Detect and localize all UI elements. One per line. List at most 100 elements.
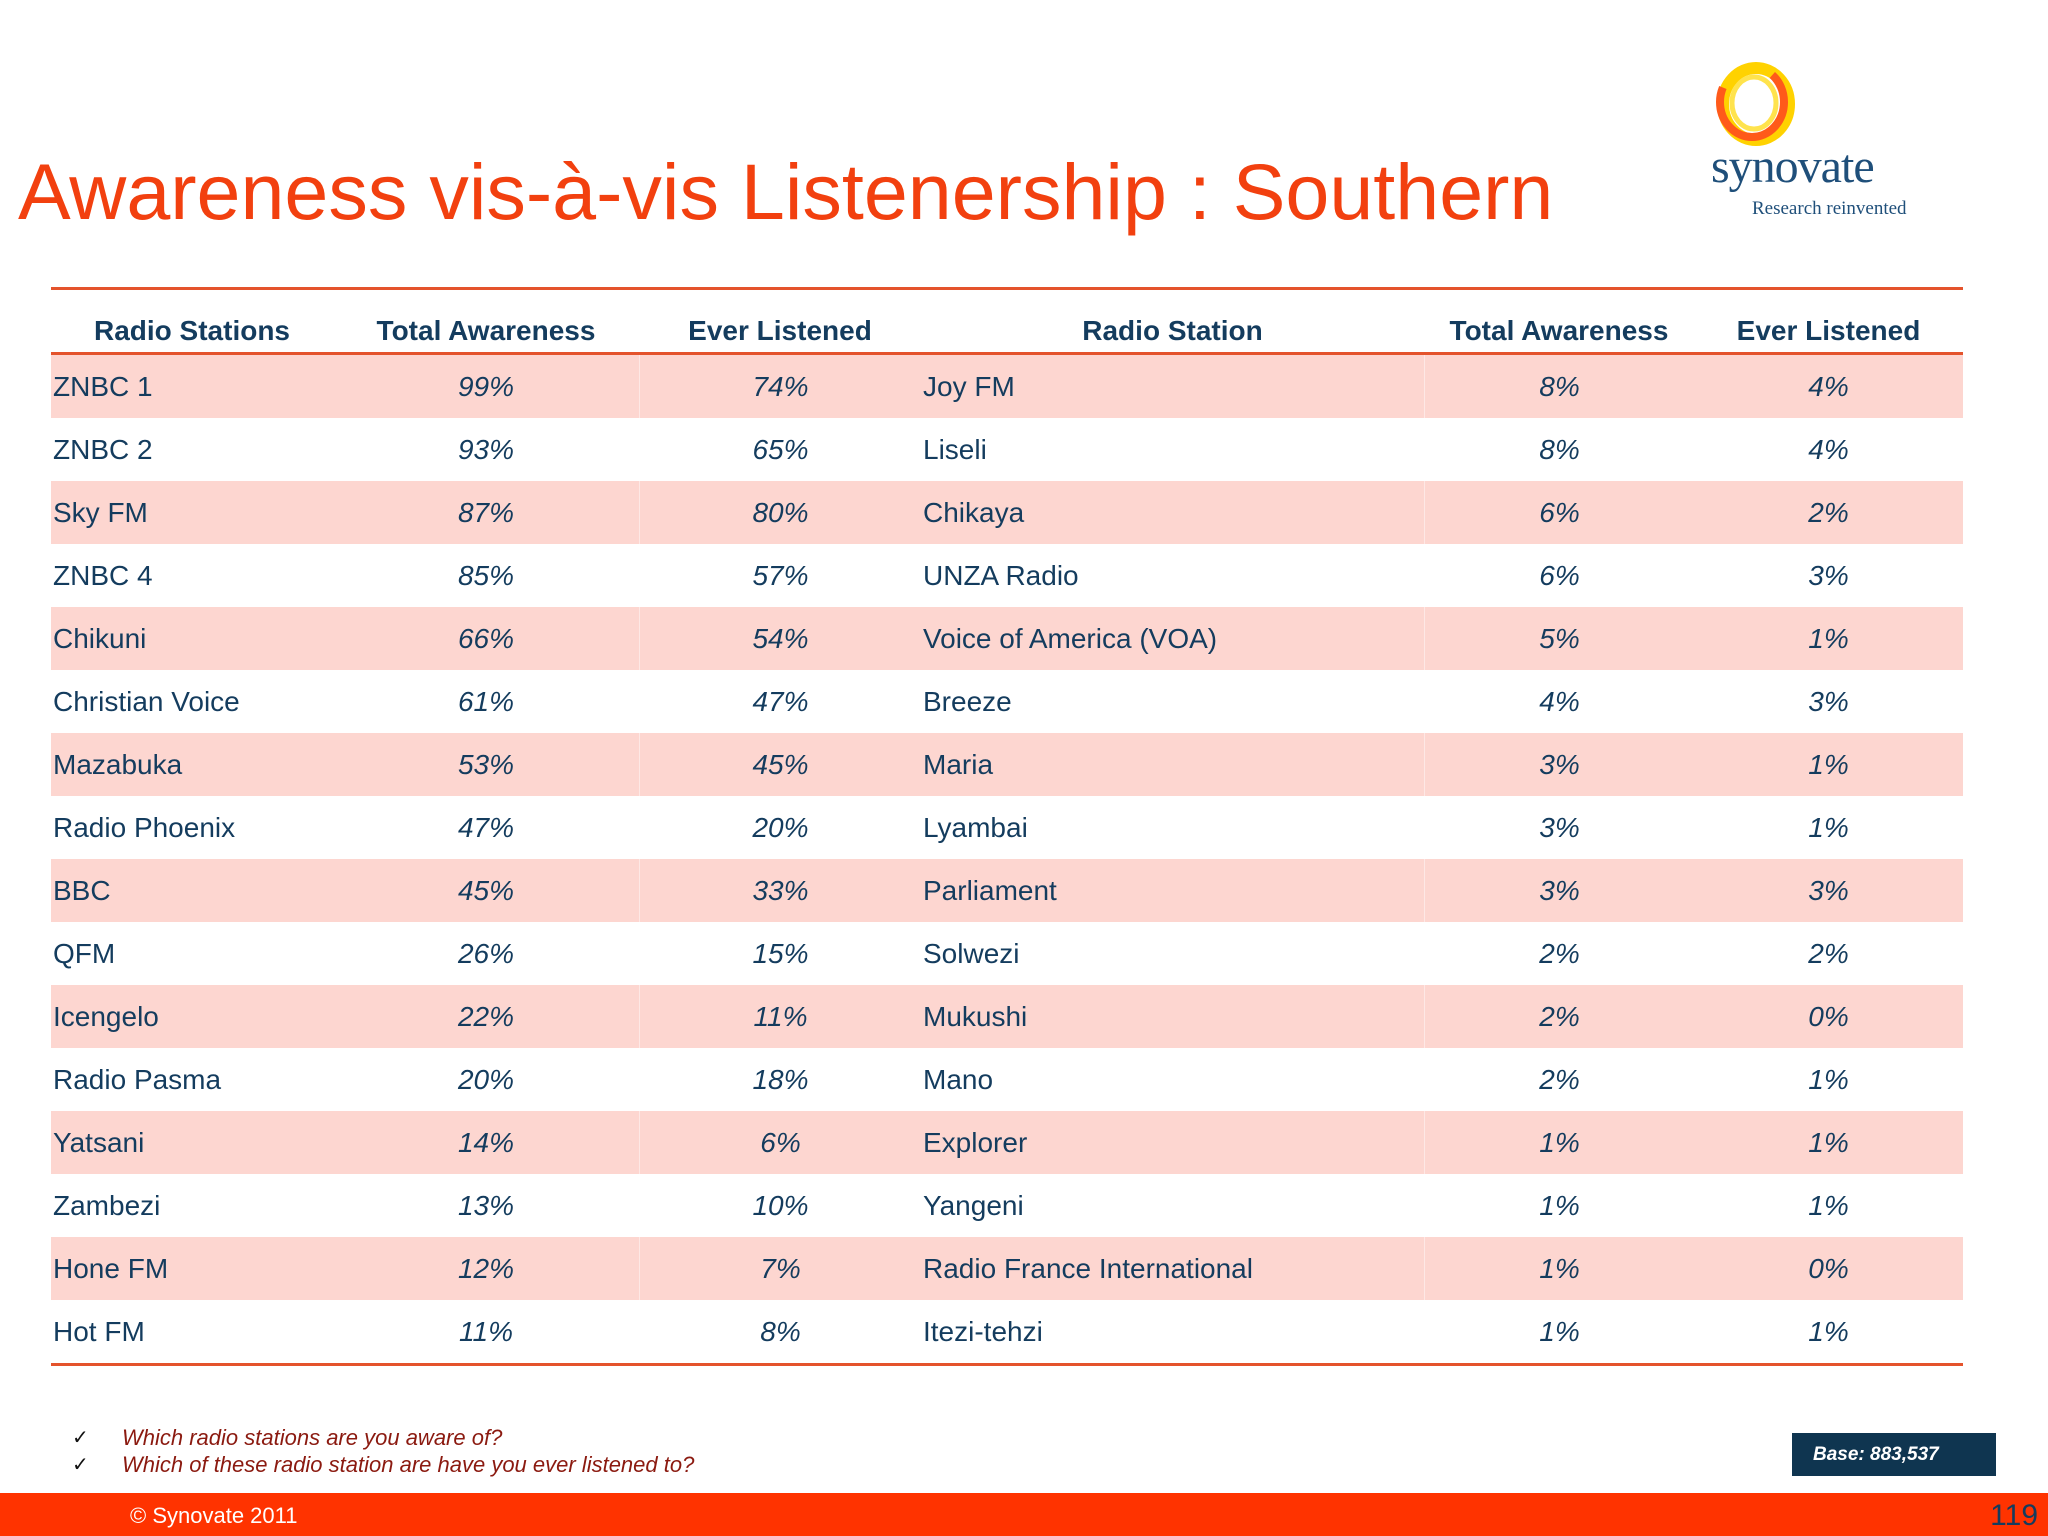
station-name: BBC (53, 874, 111, 906)
station-name: Zambezi (53, 1189, 161, 1221)
note-item: ✓ Which of these radio station are have … (72, 1451, 694, 1478)
logo-ring-icon (1716, 62, 1795, 146)
total-awareness-value: 93% (457, 433, 515, 465)
total-awareness-value-2: 1% (1424, 1111, 1694, 1174)
ever-listened-value: 18% (639, 1048, 921, 1111)
table-row: Christian Voice 61% 47% Breeze 4% 3% (51, 670, 1963, 733)
table-row: Yatsani 14% 6% Explorer 1% 1% (51, 1111, 1963, 1174)
header-radio-station: Radio Station (1082, 315, 1263, 346)
ever-listened-value: 45% (639, 733, 921, 796)
table-row: Mazabuka 53% 45% Maria 3% 1% (51, 733, 1963, 796)
total-awareness-value: 45% (457, 874, 515, 906)
total-awareness-value: 66% (457, 622, 515, 654)
total-awareness-value-2: 8% (1424, 355, 1694, 418)
ever-listened-value-2: 4% (1808, 370, 1849, 402)
footer-bar: © Synovate 2011 119 (0, 1493, 2048, 1536)
ever-listened-value: 15% (639, 922, 921, 985)
station-name-2: Joy FM (923, 370, 1015, 402)
ever-listened-value-2: 3% (1808, 559, 1849, 591)
synovate-logo: synovate Research reinvented (1700, 58, 1940, 228)
station-name-2: Breeze (923, 685, 1012, 717)
table-header-row: Radio Stations Total Awareness Ever List… (51, 310, 1963, 355)
station-name-2: Maria (923, 748, 994, 780)
station-name: ZNBC 4 (53, 559, 153, 591)
station-name: Yatsani (53, 1126, 145, 1158)
total-awareness-value-2: 3% (1424, 859, 1694, 922)
logo-wordmark: synovate (1711, 140, 1875, 193)
header-radio-stations: Radio Stations (93, 315, 290, 346)
total-awareness-value: 53% (457, 748, 515, 780)
base-badge: Base: 883,537 (1792, 1433, 1996, 1476)
total-awareness-value-2: 6% (1424, 544, 1694, 607)
station-name-2: UNZA Radio (923, 559, 1079, 591)
question-notes: ✓ Which radio stations are you aware of?… (72, 1424, 694, 1478)
ever-listened-value: 47% (639, 670, 921, 733)
station-name: Radio Pasma (53, 1063, 222, 1095)
note-text: Which radio stations are you aware of? (122, 1424, 503, 1450)
table-row: ZNBC 1 99% 74% Joy FM 8% 4% (51, 355, 1963, 418)
check-icon: ✓ (72, 1454, 89, 1476)
table-row: Zambezi 13% 10% Yangeni 1% 1% (51, 1174, 1963, 1237)
ever-listened-value-2: 2% (1808, 937, 1849, 969)
ever-listened-value: 8% (639, 1300, 921, 1363)
station-name-2: Lyambai (923, 811, 1028, 843)
ever-listened-value-2: 4% (1808, 433, 1849, 465)
total-awareness-value-2: 3% (1424, 796, 1694, 859)
ever-listened-value: 74% (639, 355, 921, 418)
table-row: Sky FM 87% 80% Chikaya 6% 2% (51, 481, 1963, 544)
total-awareness-value: 47% (457, 811, 515, 843)
station-name-2: Mano (923, 1063, 994, 1095)
note-text: Which of these radio station are have yo… (122, 1451, 695, 1477)
station-name: Mazabuka (53, 748, 183, 780)
check-icon: ✓ (72, 1427, 89, 1449)
station-name: Chikuni (53, 622, 147, 654)
table-row: Chikuni 66% 54% Voice of America (VOA) 5% 1% (51, 607, 1963, 670)
total-awareness-value: 12% (457, 1252, 515, 1284)
station-name-2: Itezi-tehzi (923, 1315, 1043, 1347)
ever-listened-value-2: 1% (1808, 1126, 1849, 1158)
total-awareness-value: 87% (457, 496, 515, 528)
ever-listened-value: 54% (639, 607, 921, 670)
station-name-2: Explorer (923, 1126, 1028, 1158)
total-awareness-value: 26% (457, 937, 515, 969)
ever-listened-value: 80% (639, 481, 921, 544)
table-row: Hone FM 12% 7% Radio France International 1%… (51, 1237, 1963, 1300)
table-row: Icengelo 22% 11% Mukushi 2% 0% (51, 985, 1963, 1048)
top-divider (51, 287, 1963, 290)
total-awareness-value: 11% (459, 1315, 513, 1347)
station-name: Radio Phoenix (53, 811, 236, 843)
ever-listened-value-2: 1% (1808, 748, 1849, 780)
station-name: ZNBC 2 (53, 433, 153, 465)
ever-listened-value-2: 3% (1808, 685, 1849, 717)
station-name-2: Mukushi (923, 1000, 1028, 1032)
copyright-text: © Synovate 2011 (130, 1503, 298, 1528)
total-awareness-value-2: 2% (1424, 922, 1694, 985)
logo-tagline: Research reinvented (1752, 198, 1907, 219)
total-awareness-value-2: 8% (1424, 418, 1694, 481)
slide-title: Awareness vis-à-vis Listenership : South… (18, 147, 1554, 236)
total-awareness-value: 61% (457, 685, 515, 717)
ever-listened-value-2: 1% (1808, 1315, 1849, 1347)
total-awareness-value-2: 3% (1424, 733, 1694, 796)
ever-listened-value-2: 1% (1808, 622, 1849, 654)
table-body: ZNBC 1 99% 74% Joy FM 8% 4% ZNBC 2 93% 65% Liseli… (51, 355, 1963, 1363)
total-awareness-value-2: 4% (1424, 670, 1694, 733)
page-number: 119 (1990, 1499, 2038, 1532)
header-total-awareness: Total Awareness (376, 315, 596, 346)
total-awareness-value: 14% (457, 1126, 515, 1158)
ever-listened-value: 10% (639, 1174, 921, 1237)
station-name-2: Voice of America (VOA) (923, 622, 1218, 654)
total-awareness-value: 22% (457, 1000, 515, 1032)
awareness-table: Radio Stations Total Awareness Ever List… (51, 310, 1963, 1366)
total-awareness-value: 13% (457, 1189, 515, 1221)
total-awareness-value-2: 6% (1424, 481, 1694, 544)
table-row: QFM 26% 15% Solwezi 2% 2% (51, 922, 1963, 985)
station-name: ZNBC 1 (53, 370, 153, 402)
station-name: Sky FM (53, 496, 148, 528)
header-ever-listened: Ever Listened (688, 315, 872, 346)
total-awareness-value-2: 2% (1424, 1048, 1694, 1111)
table-row: Radio Pasma 20% 18% Mano 2% 1% (51, 1048, 1963, 1111)
table-row: ZNBC 2 93% 65% Liseli 8% 4% (51, 418, 1963, 481)
ever-listened-value: 57% (639, 544, 921, 607)
ever-listened-value: 7% (639, 1237, 921, 1300)
